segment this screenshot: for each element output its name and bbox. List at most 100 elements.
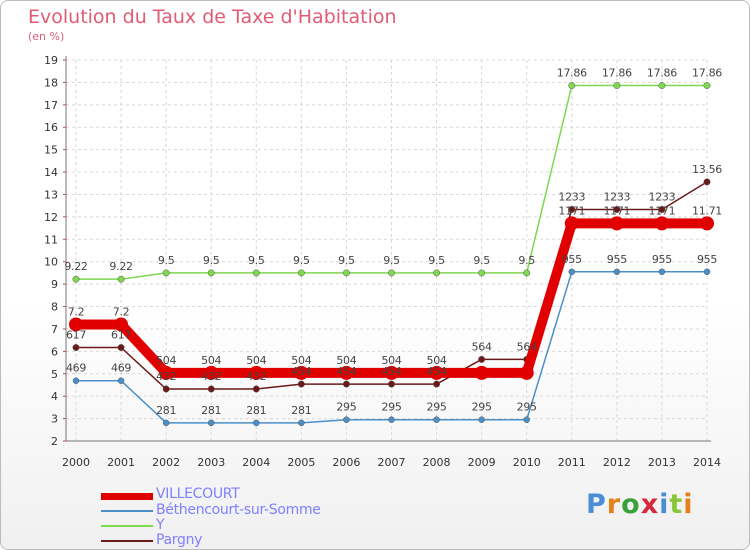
x-tick-label: 2006 [332,456,360,469]
data-label-y: 17.86 [602,67,632,80]
data-label-y: 9.5 [383,254,400,267]
data-point-bethencourt [433,416,440,423]
x-tick-label: 2004 [242,456,270,469]
data-point-villecourt [519,365,534,380]
data-label-pargny: 432 [201,370,221,383]
data-point-pargny [342,380,350,388]
legend-label-villecourt: VILLECOURT [156,486,240,502]
data-label-y: 9.5 [203,254,220,267]
x-tick-label: 2007 [378,456,406,469]
data-label-pargny: 1233 [603,190,630,203]
data-point-pargny [568,206,576,213]
data-point-pargny [703,178,711,186]
data-label-pargny: 564 [517,340,537,353]
data-point-pargny [72,344,80,351]
data-label-y: 17.86 [647,67,677,80]
legend-swatch-bethencourt [101,510,153,512]
data-label-bethencourt: 295 [381,401,401,414]
data-label-pargny: 1233 [649,190,676,203]
data-point-pargny [478,355,486,363]
data-point-pargny [252,385,260,393]
y-tick-label: 14 [44,166,58,179]
data-label-bethencourt: 295 [517,401,537,414]
data-point-villecourt [69,317,83,332]
data-label-villecourt: 7.2 [68,305,85,318]
y-tick-label: 16 [44,121,58,134]
logo-letter: x [640,489,660,520]
data-point-villecourt [159,365,174,380]
x-tick-label: 2009 [468,456,496,469]
data-label-villecourt: 504 [201,354,221,367]
data-point-y [613,82,621,89]
data-point-y [72,275,80,283]
data-point-pargny [658,206,666,213]
data-point-pargny [117,344,125,351]
y-tick-label: 4 [51,390,58,403]
data-point-villecourt [429,365,444,380]
data-point-villecourt [474,365,489,380]
data-point-villecourt [654,216,669,231]
legend-label-pargny: Pargny [156,532,203,548]
data-label-villecourt: 7.2 [113,305,130,318]
x-tick-label: 2013 [648,456,676,469]
data-point-y [162,269,170,277]
data-label-y: 9.5 [248,254,265,267]
data-label-villecourt: 1171 [649,204,676,217]
legend-label-bethencourt: Béthencourt-sur-Somme [156,502,321,518]
data-label-y: 9.5 [473,254,490,267]
x-tick-label: 2000 [62,456,90,469]
data-point-pargny [297,380,305,388]
data-label-y: 9.22 [109,260,132,273]
data-label-villecourt: 504 [246,354,266,367]
data-point-bethencourt [298,419,305,427]
data-label-pargny: 617 [111,329,131,342]
y-tick-label: 5 [51,368,58,381]
data-label-pargny: 432 [246,370,266,383]
data-point-y [658,82,666,89]
data-point-bethencourt [613,268,621,276]
y-tick-label: 15 [44,144,58,157]
data-label-pargny: 454 [381,365,401,378]
y-tick-label: 18 [44,76,58,89]
data-label-y: 17.86 [692,67,722,80]
data-label-villecourt: 504 [427,354,447,367]
data-label-pargny: 617 [66,329,86,342]
data-label-pargny: 454 [291,365,311,378]
data-point-y [568,82,576,89]
data-point-bethencourt [117,377,125,384]
data-label-bethencourt: 281 [156,404,176,417]
y-tick-label: 8 [51,301,58,314]
x-tick-label: 2010 [513,456,541,469]
data-label-y: 9.5 [338,254,355,267]
data-point-y [117,275,125,283]
data-label-y: 17.86 [557,67,587,80]
data-label-bethencourt: 281 [201,404,221,417]
data-point-y [342,269,350,277]
data-point-villecourt [609,216,624,231]
data-point-villecourt [114,317,129,332]
data-label-y: 9.5 [293,254,310,267]
data-label-y: 9.22 [64,260,87,273]
data-label-bethencourt: 469 [66,362,86,375]
data-label-bethencourt: 955 [562,253,582,266]
x-tick-label: 2005 [287,456,315,469]
data-point-y [523,269,531,277]
data-label-bethencourt: 281 [246,404,266,417]
y-tick-label: 19 [44,54,58,67]
data-point-pargny [162,385,170,393]
data-point-villecourt [564,216,579,231]
y-tick-label: 6 [51,345,58,358]
y-tick-label: 9 [51,278,58,291]
data-point-villecourt [339,365,354,380]
data-label-y: 9.5 [158,254,175,267]
legend-label-y: Y [156,517,165,533]
data-point-bethencourt [388,416,395,423]
data-point-pargny [433,380,441,388]
data-point-villecourt [294,365,309,380]
data-label-villecourt: 1171 [603,204,630,217]
data-point-bethencourt [658,268,666,276]
legend-swatch-villecourt [101,493,153,500]
data-label-pargny: 13.56 [692,163,722,176]
chart-unit: (en %) [28,30,65,43]
